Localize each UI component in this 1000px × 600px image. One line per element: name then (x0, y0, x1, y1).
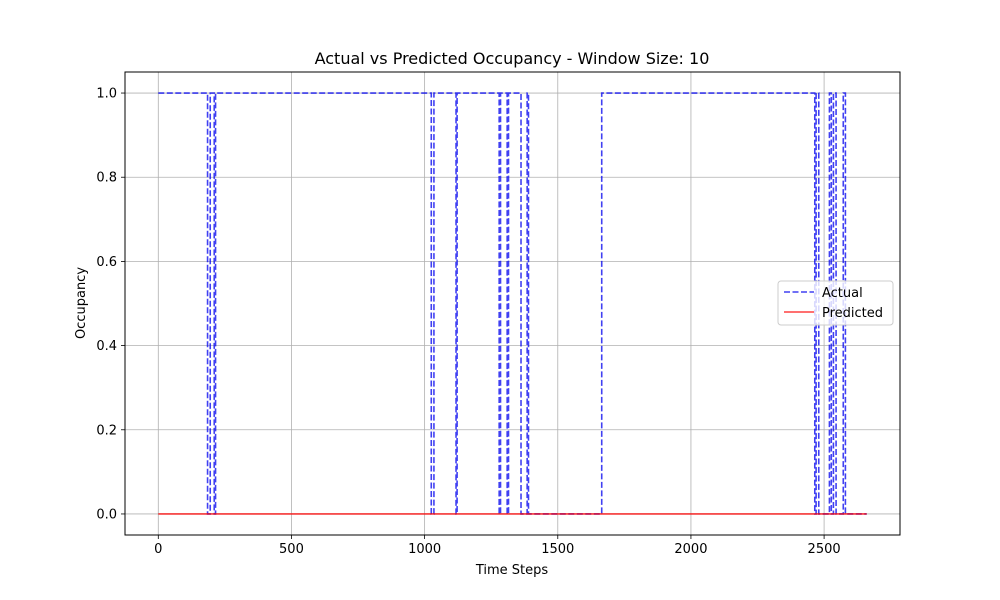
x-tick-label: 1500 (541, 542, 574, 557)
y-tick-label: 0.8 (96, 171, 117, 186)
chart-title: Actual vs Predicted Occupancy - Window S… (315, 49, 710, 68)
y-tick-label: 0.4 (96, 339, 117, 354)
y-tick-label: 0.0 (96, 507, 117, 522)
series-layer (158, 92, 867, 515)
y-tick-label: 1.0 (96, 87, 117, 102)
x-tick-label: 500 (279, 542, 304, 557)
y-axis-label: Occupancy (74, 267, 89, 339)
y-tick-label: 0.6 (96, 255, 117, 270)
y-tick-label: 0.2 (96, 423, 117, 438)
x-axis-label: Time Steps (475, 563, 549, 578)
x-tick-label: 2500 (808, 542, 841, 557)
legend-label-actual: Actual (822, 286, 863, 301)
x-tick-label: 2000 (674, 542, 707, 557)
legend-label-predicted: Predicted (822, 306, 883, 321)
legend: Actual Predicted (777, 280, 894, 326)
plot-frame (124, 71, 901, 536)
x-tick-label: 1000 (408, 542, 441, 557)
ticks: 0 500 1000 1500 2000 2500 0.0 0.2 0.4 0.6 0.8 1.0 (96, 87, 840, 557)
x-tick-label: 0 (154, 542, 162, 557)
